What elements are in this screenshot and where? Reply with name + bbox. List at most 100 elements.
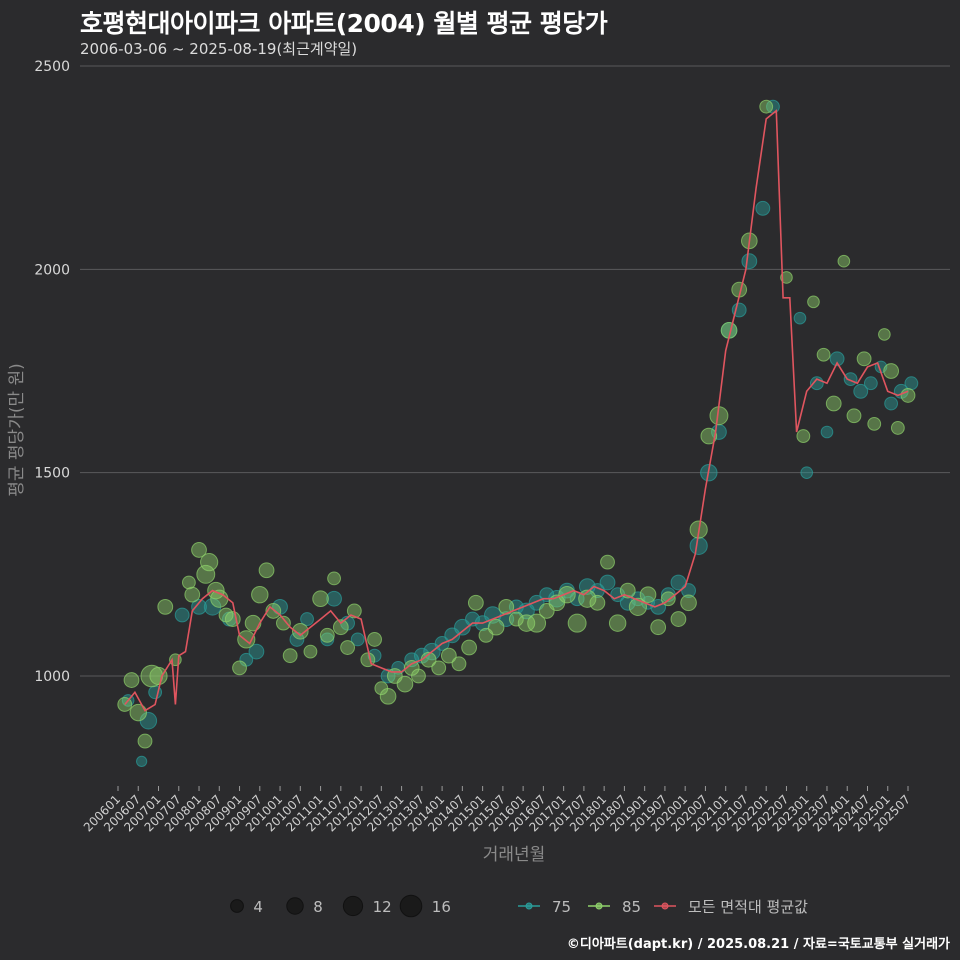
average-line-group	[124, 109, 909, 712]
point-85	[340, 640, 355, 655]
y-tick-label: 1000	[34, 669, 70, 685]
point-85	[291, 622, 309, 640]
point-85	[890, 421, 905, 435]
point-85	[487, 618, 505, 636]
chart-subtitle: 2006-03-06 ~ 2025-08-19(최근계약일)	[80, 40, 358, 58]
point-75	[843, 372, 858, 387]
point-85	[319, 627, 335, 643]
legend-color-label: 85	[622, 898, 641, 916]
point-85	[191, 542, 207, 558]
point-75	[755, 200, 771, 216]
point-85	[878, 328, 891, 341]
point-75	[800, 466, 814, 479]
point-85	[639, 586, 657, 603]
point-85	[411, 668, 426, 684]
point-85	[900, 387, 916, 403]
point-85	[837, 254, 851, 268]
chart-title: 호평현대아이파크 아파트(2004) 월별 평균 평당가	[80, 9, 608, 38]
point-85	[184, 586, 201, 603]
legend-size-circle	[230, 899, 244, 913]
point-85	[825, 395, 842, 412]
y-axis-ticks: 1000 1500 2000 2500	[34, 59, 70, 685]
point-85	[759, 99, 774, 114]
legend-size-circle	[342, 895, 364, 917]
legend-size-label: 8	[313, 898, 323, 916]
y-tick-label: 1500	[34, 466, 70, 482]
legend-color-label: 75	[552, 898, 571, 916]
point-75	[853, 383, 869, 399]
point-85	[589, 594, 606, 611]
point-75	[820, 425, 834, 439]
point-85	[137, 733, 153, 749]
point-75	[454, 618, 471, 636]
caption: ©디아파트(dapt.kr) / 2025.08.21 / 자료=국토교통부 실…	[566, 937, 950, 952]
point-75	[884, 396, 899, 411]
series-75-points	[121, 99, 919, 768]
point-85	[237, 630, 256, 649]
point-85	[327, 571, 341, 586]
x-axis-label: 거래년월	[483, 845, 546, 865]
point-75	[191, 598, 207, 615]
point-85	[451, 656, 467, 672]
legend-size-circle	[399, 894, 423, 918]
point-75	[136, 755, 148, 768]
point-85	[282, 648, 298, 664]
point-75	[326, 590, 342, 607]
point-85	[431, 660, 447, 676]
point-75	[320, 632, 335, 647]
legend-color-label: 모든 면적대 평균값	[688, 898, 808, 916]
point-75	[174, 607, 190, 623]
point-75	[689, 536, 708, 555]
point-75	[300, 612, 314, 626]
point-85	[600, 554, 615, 570]
x-axis-ticks: 2006012006072007012007072008012008072009…	[81, 786, 913, 835]
point-85	[883, 363, 900, 379]
point-85	[244, 614, 262, 632]
point-85	[650, 619, 667, 636]
point-75	[350, 632, 365, 647]
point-75	[248, 643, 265, 660]
point-85	[396, 675, 414, 693]
point-85	[123, 672, 140, 688]
series-85-points	[117, 99, 916, 749]
point-85	[670, 611, 687, 627]
point-85	[440, 647, 457, 664]
point-85	[780, 271, 793, 284]
point-75	[793, 311, 807, 325]
legend-size-label: 4	[253, 898, 263, 916]
point-75	[741, 253, 758, 270]
point-85	[379, 688, 397, 705]
point-85	[200, 553, 219, 572]
point-85	[367, 631, 383, 647]
legend-point-key	[661, 902, 669, 910]
point-85	[567, 613, 587, 633]
point-85	[461, 639, 477, 656]
point-75	[829, 351, 845, 367]
legend-point-key	[595, 902, 603, 910]
point-85	[258, 562, 275, 579]
point-85	[196, 564, 216, 584]
y-tick-label: 2500	[34, 59, 70, 75]
point-85	[508, 611, 524, 627]
point-85	[303, 644, 318, 659]
point-75	[599, 574, 616, 591]
point-75	[904, 376, 919, 391]
point-85	[700, 427, 718, 445]
point-85	[807, 295, 820, 309]
point-85	[608, 614, 627, 632]
grid-lines	[80, 65, 950, 677]
legend-point-key	[525, 902, 533, 910]
y-tick-label: 2000	[34, 262, 70, 278]
legend-size-circle	[286, 897, 304, 915]
point-85	[312, 590, 329, 608]
point-85	[332, 619, 349, 636]
point-85	[680, 594, 697, 612]
point-85	[856, 351, 872, 367]
point-85	[558, 585, 576, 604]
legend-size-label: 16	[432, 898, 451, 916]
point-85	[129, 703, 147, 722]
point-85	[157, 598, 174, 615]
point-85	[276, 615, 291, 631]
legend-size-label: 12	[373, 898, 392, 916]
